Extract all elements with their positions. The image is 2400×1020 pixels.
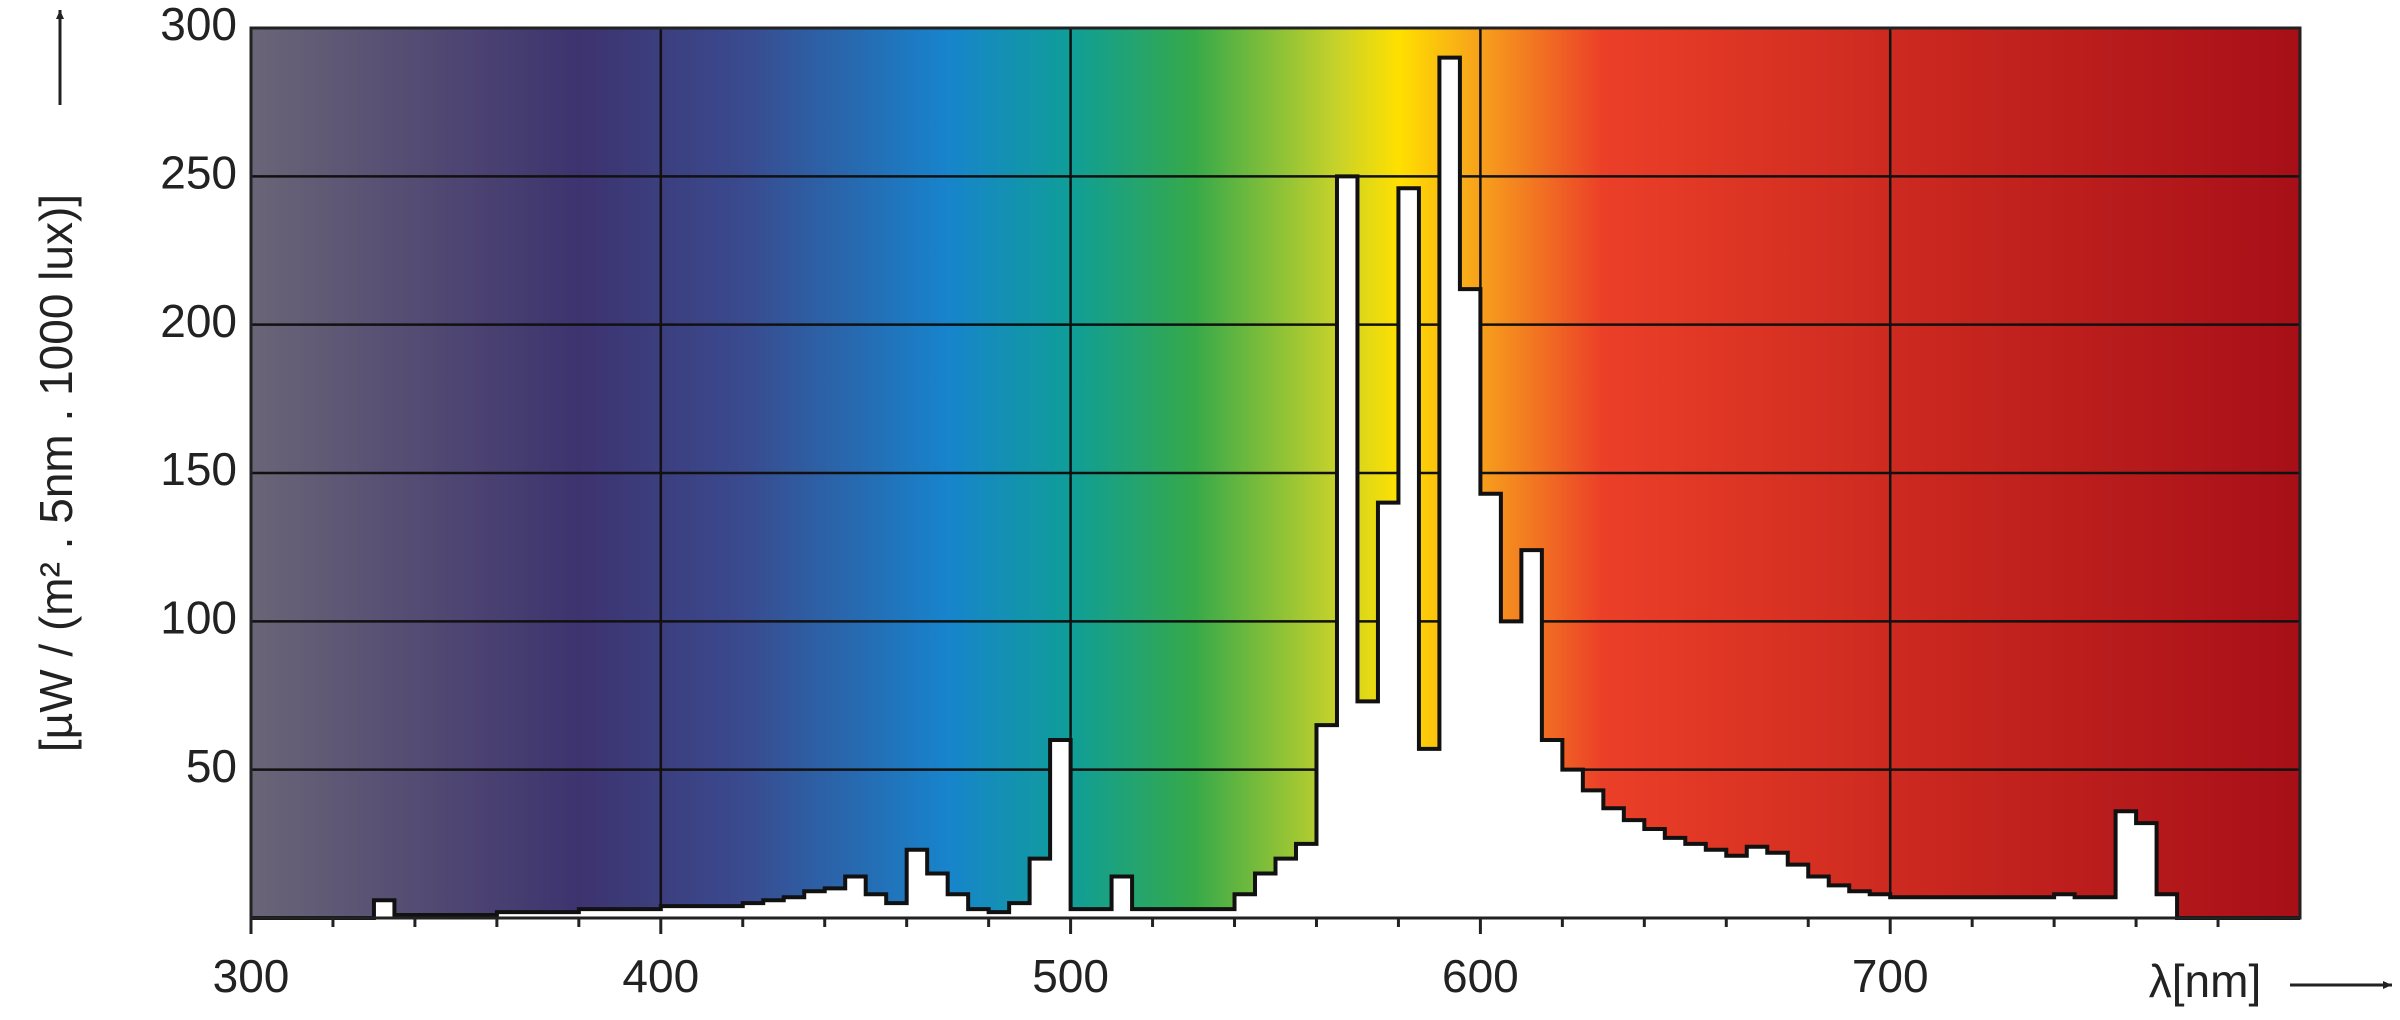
bar — [1582, 790, 1604, 918]
bar — [1562, 769, 1584, 918]
bar — [1890, 897, 1912, 918]
bar — [2115, 811, 2137, 918]
bar — [2033, 897, 2055, 918]
y-tick-label: 150 — [160, 443, 237, 495]
bar — [1849, 891, 1871, 918]
bar — [1521, 550, 1543, 918]
y-tick-label: 300 — [160, 0, 237, 50]
bar — [824, 888, 846, 918]
bar — [1316, 725, 1338, 918]
bar — [1644, 829, 1666, 918]
bar — [496, 912, 518, 918]
x-tick-label: 700 — [1852, 950, 1929, 1002]
bar — [886, 903, 908, 918]
bar — [1767, 852, 1789, 918]
bar — [1009, 903, 1031, 918]
bar — [558, 912, 580, 918]
bar — [783, 897, 805, 918]
bar — [968, 909, 990, 918]
bar — [1050, 740, 1072, 918]
bar — [1746, 846, 1768, 918]
bar — [1623, 820, 1645, 918]
x-tick-label: 400 — [622, 950, 699, 1002]
bar — [1664, 837, 1686, 918]
bar — [2156, 894, 2178, 918]
bar — [763, 900, 785, 918]
bar — [1972, 897, 1994, 918]
bar — [1070, 909, 1092, 918]
x-tick-label: 600 — [1442, 950, 1519, 1002]
bar — [373, 900, 396, 918]
bar — [906, 849, 928, 918]
bar — [1726, 855, 1748, 918]
bar — [1275, 858, 1297, 918]
bar — [517, 912, 539, 918]
bar — [988, 912, 1010, 918]
y-tick-label: 200 — [160, 295, 237, 347]
bar — [1377, 502, 1400, 918]
bar — [1234, 894, 1256, 918]
bar — [1029, 858, 1051, 918]
plot-frame — [249, 26, 2302, 920]
bar — [845, 876, 867, 918]
bar — [701, 906, 723, 918]
bar — [1869, 894, 1891, 918]
bar — [1500, 621, 1522, 918]
bar — [1603, 808, 1625, 918]
bar — [1173, 909, 1195, 918]
bar — [1418, 748, 1441, 918]
bar — [1357, 701, 1379, 918]
bar — [1480, 493, 1502, 918]
bar — [640, 909, 662, 918]
bar — [2136, 823, 2158, 918]
bar — [619, 909, 641, 918]
bar — [1295, 843, 1318, 918]
bar — [1398, 188, 1420, 918]
bar — [2095, 897, 2117, 918]
bar — [1685, 843, 1707, 918]
bar — [1152, 909, 1174, 918]
bar — [1091, 909, 1113, 918]
y-tick-label: 250 — [160, 146, 237, 198]
bar — [660, 906, 682, 918]
bar — [537, 912, 559, 918]
x-tick-label: 500 — [1032, 950, 1109, 1002]
x-tick-label: 300 — [213, 950, 290, 1002]
y-tick-label: 50 — [186, 740, 237, 792]
bar — [1193, 909, 1215, 918]
bar — [2013, 897, 2035, 918]
bar — [1910, 897, 1932, 918]
bar — [1828, 885, 1850, 918]
bar — [681, 906, 703, 918]
bar — [1459, 289, 1481, 919]
bar — [722, 906, 744, 918]
bar — [1541, 740, 1563, 918]
y-axis-label: [µW / (m² . 5nm . 1000 lux)] — [30, 194, 82, 752]
bar — [1214, 909, 1236, 918]
bar — [927, 873, 949, 918]
bar — [578, 909, 600, 918]
bar — [1111, 876, 1133, 918]
bar — [2074, 897, 2096, 918]
bar — [1951, 897, 1973, 918]
bar — [1992, 897, 2014, 918]
bar — [1808, 876, 1830, 918]
bar — [1132, 909, 1154, 918]
bar — [947, 894, 969, 918]
y-tick-label: 100 — [160, 591, 237, 643]
bar — [1439, 57, 1461, 918]
bar — [1931, 897, 1953, 918]
bar — [1705, 849, 1727, 918]
bar — [804, 891, 826, 918]
bar — [865, 894, 887, 918]
bar — [1787, 864, 1809, 918]
bar — [742, 903, 764, 918]
bar — [599, 909, 621, 918]
x-axis-label: λ[nm] — [2149, 955, 2261, 1007]
bar — [2054, 894, 2076, 918]
bar — [1255, 873, 1277, 918]
spectrum-outline — [251, 55, 2300, 920]
bar — [1336, 176, 1359, 919]
